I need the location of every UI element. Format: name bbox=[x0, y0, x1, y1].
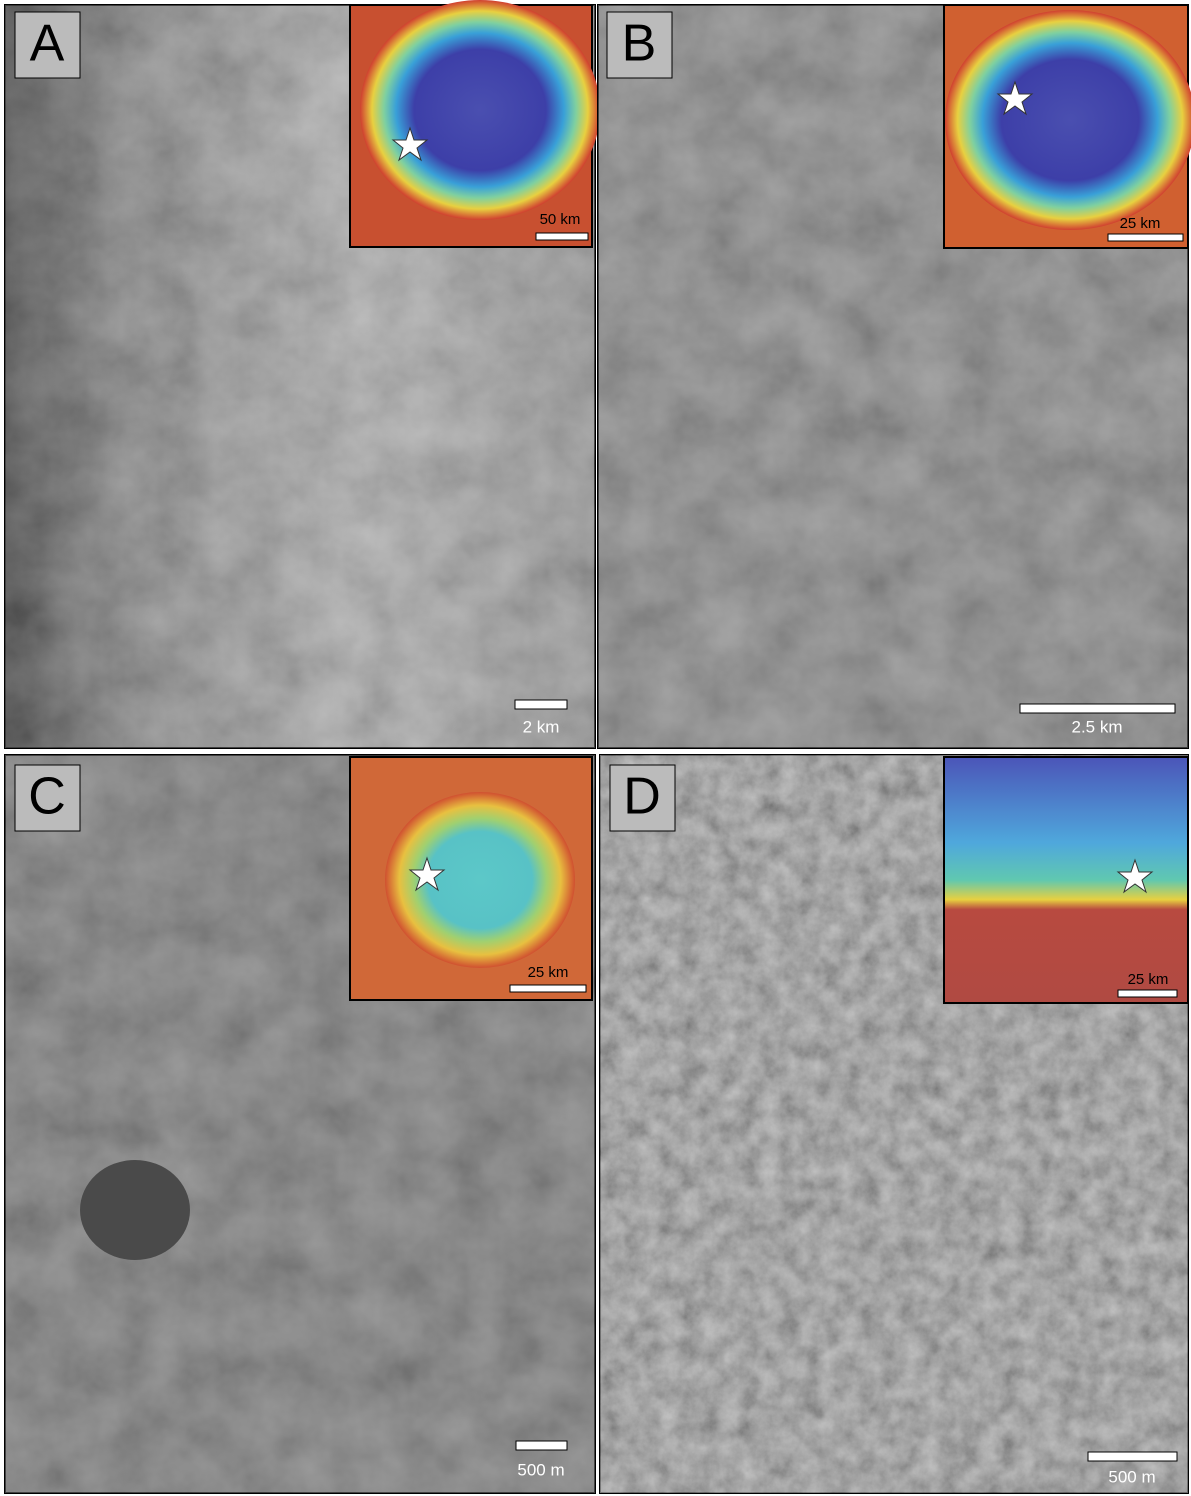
scale-bar bbox=[1020, 704, 1175, 713]
scale-bar bbox=[516, 1441, 567, 1450]
scale: 2.5 km bbox=[1071, 717, 1122, 736]
panel-c: 25 km C 500 m bbox=[5, 755, 595, 1493]
crater bbox=[80, 1160, 190, 1260]
scale-bar bbox=[515, 700, 567, 709]
panel-d: 25 km D 500 m bbox=[600, 755, 1188, 1493]
panel-a: 50 km A 2 km bbox=[5, 0, 600, 748]
scale: 2 km bbox=[523, 717, 560, 736]
figure: 50 km A 2 km 25 km B 2.5 km 25 km C 500 … bbox=[0, 0, 1191, 1496]
inset-scale-bar bbox=[510, 985, 586, 992]
panel-label: A bbox=[30, 15, 65, 73]
inset-scale: 25 km bbox=[1128, 971, 1169, 988]
inset bbox=[944, 757, 1188, 1003]
scale: 500 m bbox=[1108, 1467, 1155, 1486]
scale: 500 m bbox=[517, 1460, 564, 1479]
inset-crater bbox=[945, 10, 1191, 230]
inset-scale-bar bbox=[1108, 234, 1183, 241]
inset-crater bbox=[385, 792, 575, 968]
inset-scale-bar bbox=[536, 233, 588, 240]
panel-label: B bbox=[622, 15, 657, 73]
panel-b: 25 km B 2.5 km bbox=[598, 5, 1191, 748]
inset-scale: 25 km bbox=[528, 964, 569, 981]
inset-scale: 50 km bbox=[540, 211, 581, 228]
inset-crater bbox=[360, 0, 600, 220]
inset-scale: 25 km bbox=[1120, 215, 1161, 232]
panel-label: D bbox=[623, 768, 661, 826]
scale-bar bbox=[1088, 1452, 1177, 1461]
panel-label: C bbox=[28, 768, 66, 826]
inset-scale-bar bbox=[1118, 990, 1177, 997]
